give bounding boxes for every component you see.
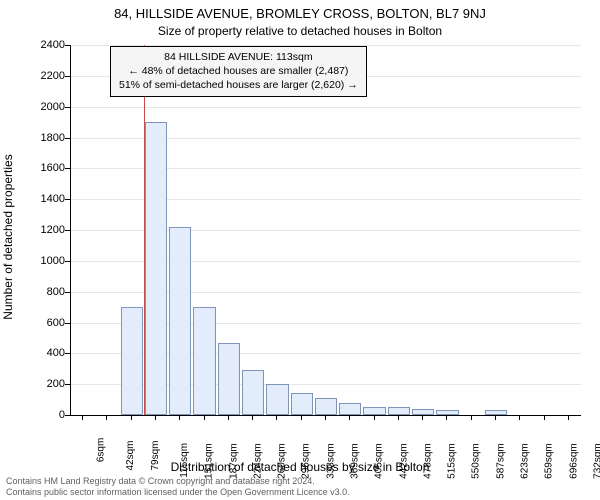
x-tick-label: 6sqm: [96, 438, 107, 462]
x-tick: [252, 415, 253, 420]
y-tick-label: 1800: [15, 132, 65, 144]
x-tick-label: 659sqm: [544, 443, 555, 479]
histogram-bar: [145, 122, 167, 415]
x-tick-label: 79sqm: [150, 441, 161, 471]
y-tick: [65, 76, 70, 77]
x-tick: [398, 415, 399, 420]
y-tick: [65, 230, 70, 231]
x-tick: [131, 415, 132, 420]
chart-title-sub: Size of property relative to detached ho…: [0, 24, 600, 38]
histogram-bar: [193, 307, 215, 415]
x-tick: [82, 415, 83, 420]
annotation-line-1: 84 HILLSIDE AVENUE: 113sqm: [119, 50, 358, 64]
x-tick-label: 260sqm: [277, 443, 288, 479]
y-tick: [65, 384, 70, 385]
histogram-bar: [291, 393, 313, 415]
x-tick: [471, 415, 472, 420]
x-tick: [568, 415, 569, 420]
y-tick: [65, 138, 70, 139]
highlight-line: [144, 45, 145, 415]
histogram-bar: [339, 403, 361, 415]
x-tick: [446, 415, 447, 420]
histogram-bar: [218, 343, 240, 415]
annotation-box: 84 HILLSIDE AVENUE: 113sqm ← 48% of deta…: [110, 46, 367, 97]
y-tick-label: 600: [15, 317, 65, 329]
histogram-bar: [436, 410, 458, 415]
annotation-line-3: 51% of semi-detached houses are larger (…: [119, 78, 358, 92]
x-tick: [349, 415, 350, 420]
y-tick-label: 1200: [15, 224, 65, 236]
x-tick: [106, 415, 107, 420]
x-tick-label: 405sqm: [374, 443, 385, 479]
y-tick-label: 1400: [15, 193, 65, 205]
gridline: [71, 107, 581, 108]
y-tick-label: 2400: [15, 39, 65, 51]
y-tick-label: 2000: [15, 101, 65, 113]
x-tick-label: 587sqm: [495, 443, 506, 479]
y-tick-label: 1000: [15, 255, 65, 267]
footer-line-1: Contains HM Land Registry data © Crown c…: [6, 476, 350, 487]
histogram-bar: [266, 384, 288, 415]
y-tick: [65, 415, 70, 416]
x-tick: [495, 415, 496, 420]
x-tick: [301, 415, 302, 420]
histogram-bar: [315, 398, 337, 415]
chart-title-main: 84, HILLSIDE AVENUE, BROMLEY CROSS, BOLT…: [0, 6, 600, 21]
x-tick: [325, 415, 326, 420]
x-tick-label: 732sqm: [592, 443, 600, 479]
x-tick: [228, 415, 229, 420]
x-tick-label: 515sqm: [447, 443, 458, 479]
y-tick: [65, 261, 70, 262]
x-tick: [155, 415, 156, 420]
x-tick-label: 333sqm: [325, 443, 336, 479]
histogram-bar: [388, 407, 410, 415]
footer-text: Contains HM Land Registry data © Crown c…: [6, 476, 350, 498]
y-tick: [65, 107, 70, 108]
histogram-bar: [412, 409, 434, 415]
x-tick-label: 369sqm: [350, 443, 361, 479]
annotation-line-2: ← 48% of detached houses are smaller (2,…: [119, 64, 358, 78]
x-tick: [544, 415, 545, 420]
y-tick-label: 1600: [15, 162, 65, 174]
x-tick-label: 187sqm: [228, 443, 239, 479]
histogram-bar: [121, 307, 143, 415]
x-tick-label: 115sqm: [179, 443, 190, 478]
y-tick: [65, 292, 70, 293]
x-tick-label: 224sqm: [252, 443, 263, 479]
x-tick-label: 442sqm: [398, 443, 409, 479]
y-tick: [65, 168, 70, 169]
x-tick: [276, 415, 277, 420]
y-tick: [65, 353, 70, 354]
histogram-bar: [363, 407, 385, 415]
x-tick: [374, 415, 375, 420]
x-tick-label: 42sqm: [125, 441, 136, 471]
histogram-bar: [169, 227, 191, 415]
x-tick-label: 296sqm: [301, 443, 312, 479]
x-tick-label: 696sqm: [568, 443, 579, 479]
plot-area: [70, 45, 581, 416]
footer-line-2: Contains public sector information licen…: [6, 487, 350, 498]
x-tick-label: 478sqm: [422, 443, 433, 479]
y-tick: [65, 199, 70, 200]
x-tick-label: 550sqm: [471, 443, 482, 479]
y-tick-label: 200: [15, 378, 65, 390]
histogram-bar: [485, 410, 507, 415]
y-tick: [65, 323, 70, 324]
y-tick: [65, 45, 70, 46]
y-tick-label: 0: [15, 409, 65, 421]
chart-container: 84, HILLSIDE AVENUE, BROMLEY CROSS, BOLT…: [0, 0, 600, 500]
x-tick: [422, 415, 423, 420]
y-tick-label: 800: [15, 286, 65, 298]
x-tick: [519, 415, 520, 420]
x-tick-label: 623sqm: [520, 443, 531, 479]
y-tick-label: 2200: [15, 70, 65, 82]
x-tick: [179, 415, 180, 420]
x-tick-label: 151sqm: [204, 443, 215, 479]
y-tick-label: 400: [15, 347, 65, 359]
x-tick: [204, 415, 205, 420]
histogram-bar: [242, 370, 264, 415]
